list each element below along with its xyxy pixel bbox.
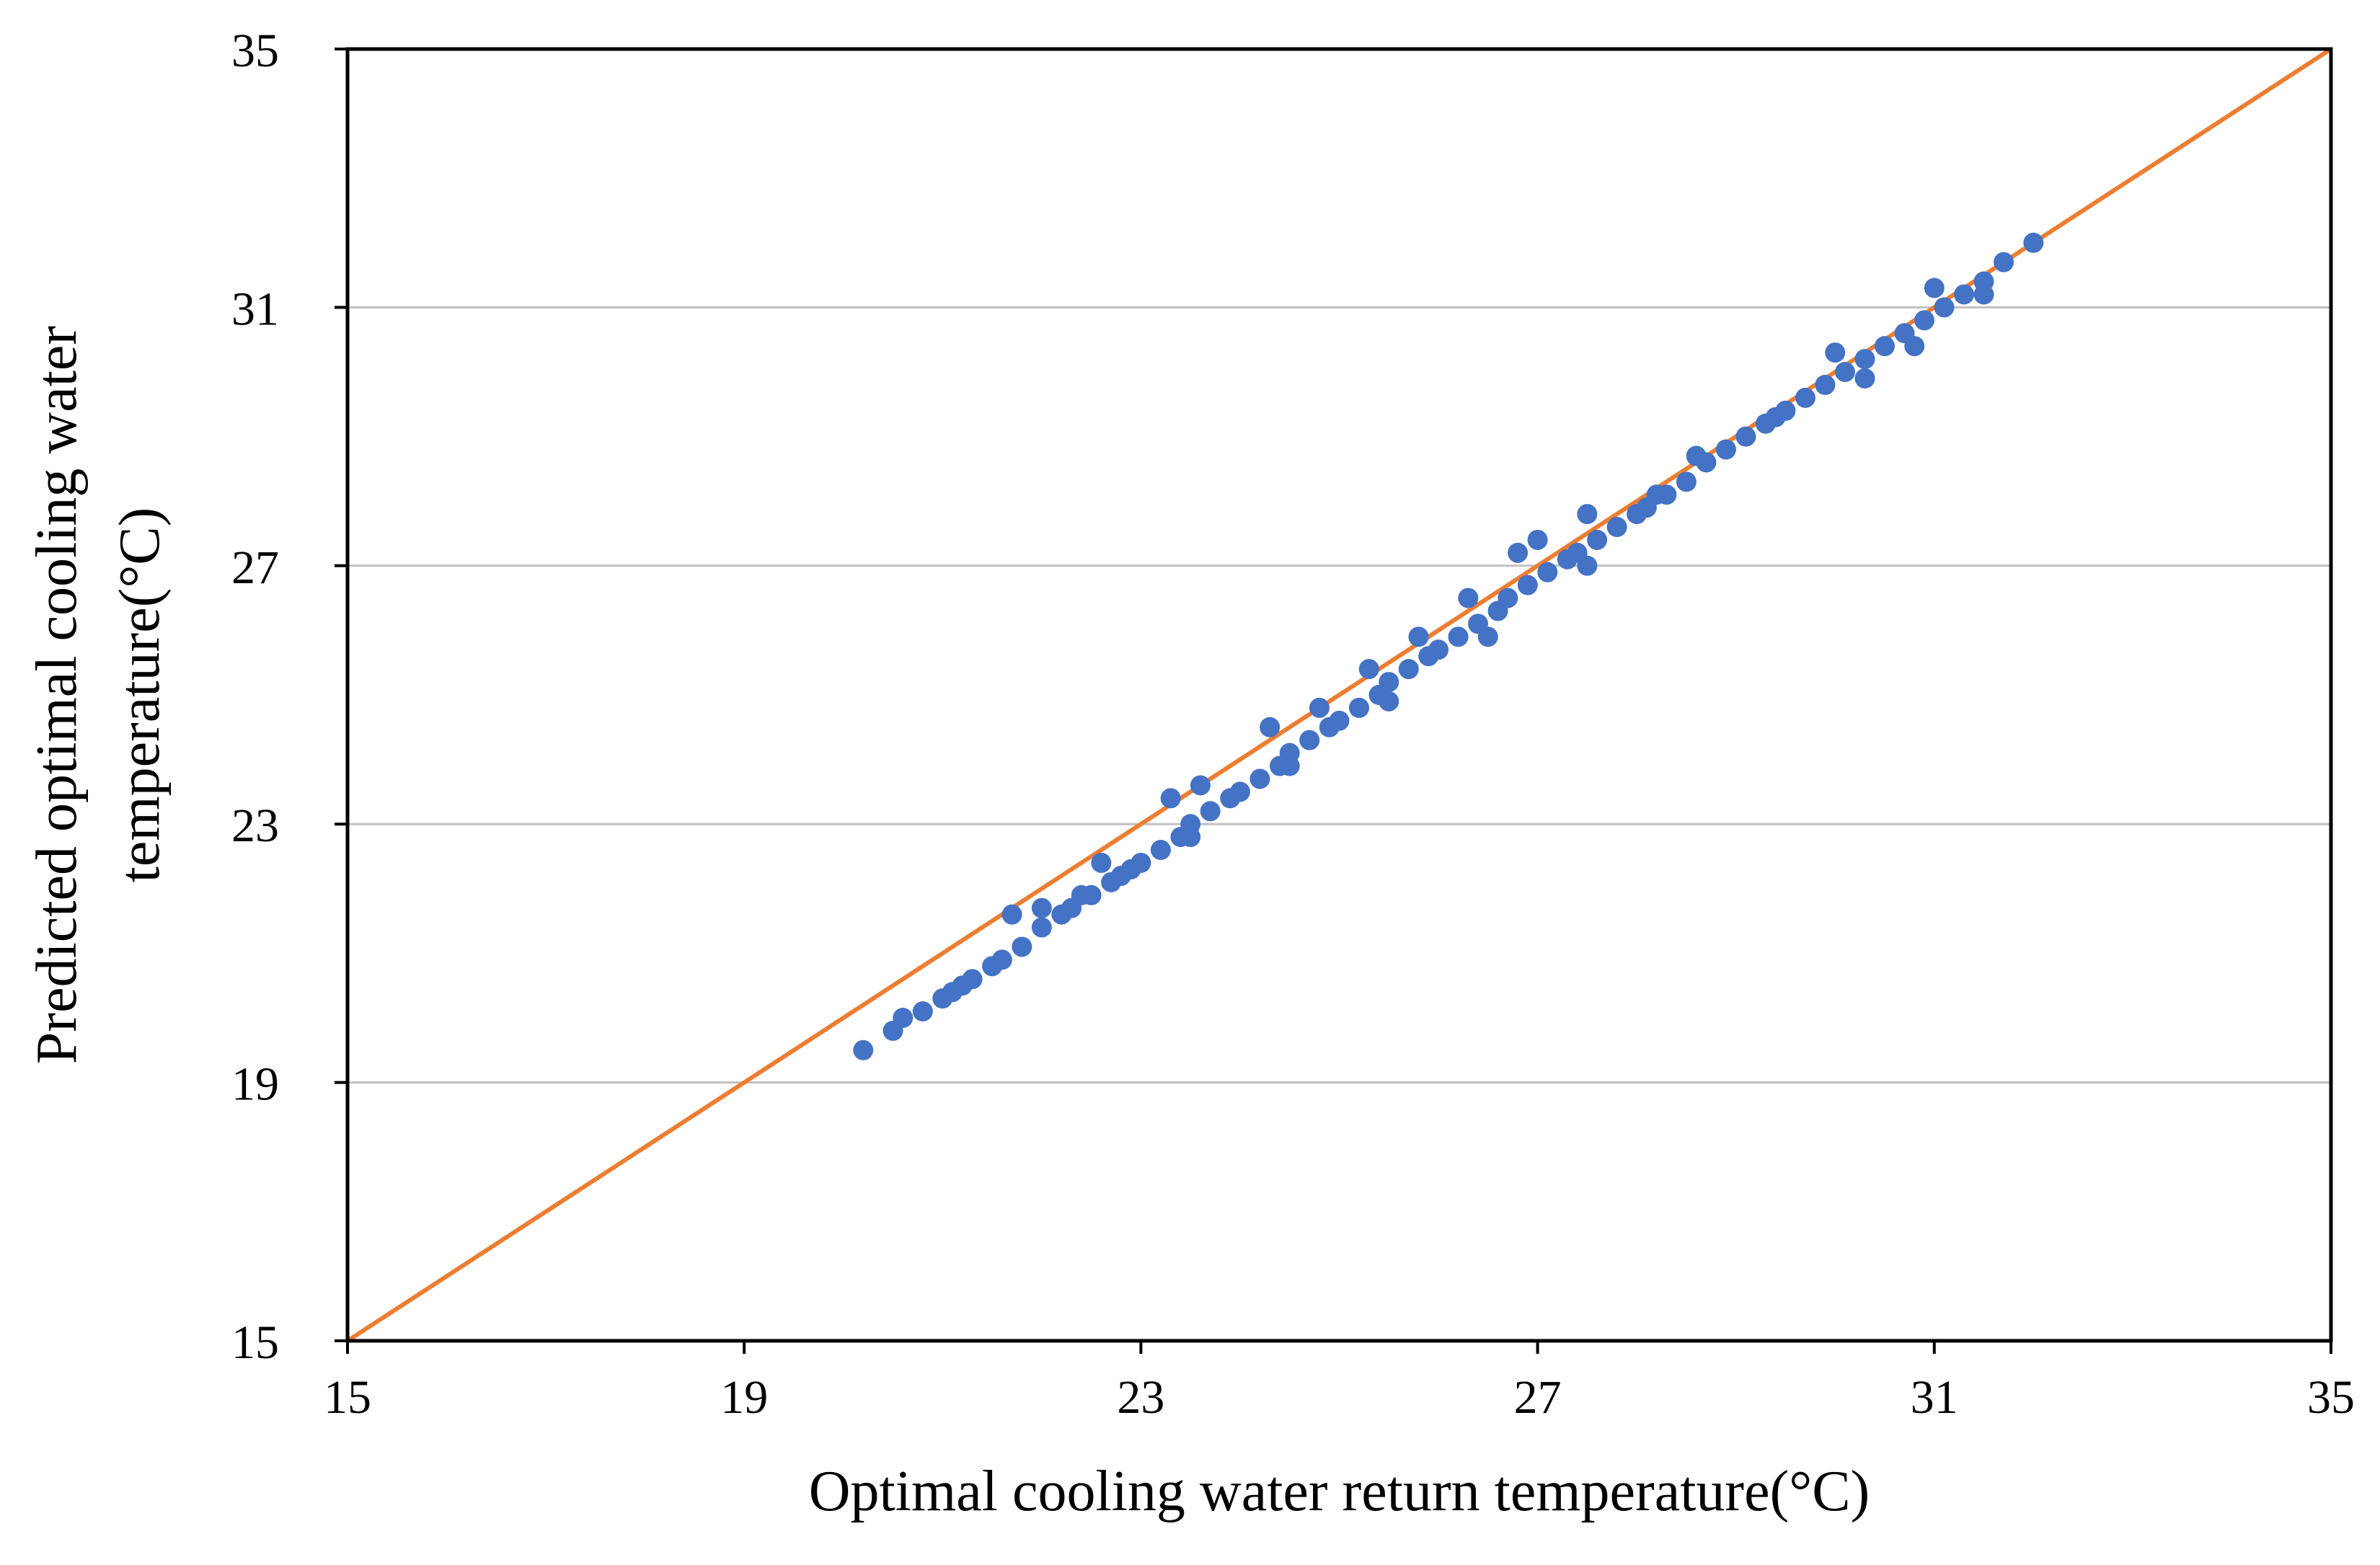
data-point xyxy=(1517,575,1538,595)
data-point xyxy=(1150,840,1171,861)
data-point xyxy=(1924,278,1945,298)
y-axis-title-line-2: temperature(°C) xyxy=(108,507,172,883)
data-point xyxy=(1379,672,1399,693)
data-point xyxy=(1190,775,1211,796)
data-point xyxy=(1735,426,1756,447)
data-point xyxy=(893,1008,913,1028)
data-point xyxy=(1477,626,1498,647)
data-point xyxy=(1012,936,1032,957)
y-tick-label: 15 xyxy=(231,1316,279,1369)
data-point xyxy=(1854,349,1875,370)
data-point xyxy=(1031,917,1052,938)
data-point xyxy=(952,975,973,996)
y-tick-label: 31 xyxy=(231,283,279,335)
data-point xyxy=(1795,387,1815,408)
data-point xyxy=(1031,897,1052,918)
y-axis-title-line-1: Predicted optimal cooling water xyxy=(25,326,89,1064)
data-point xyxy=(1309,697,1330,718)
y-tick-label: 35 xyxy=(231,25,279,77)
data-point xyxy=(1606,517,1627,538)
data-point xyxy=(1835,362,1856,382)
x-tick-label: 31 xyxy=(1911,1371,1958,1424)
x-tick-label: 19 xyxy=(720,1371,768,1424)
data-point xyxy=(1577,504,1598,525)
data-point xyxy=(1854,368,1875,389)
data-point xyxy=(1715,439,1736,460)
data-point xyxy=(1527,529,1548,550)
data-point xyxy=(1646,484,1667,505)
y-tick-label: 23 xyxy=(231,799,279,852)
data-point xyxy=(1408,626,1429,647)
data-point xyxy=(1458,588,1479,608)
data-point xyxy=(1091,852,1112,873)
data-point xyxy=(1398,659,1419,680)
x-tick-label: 35 xyxy=(2307,1371,2355,1424)
plot-area-frame xyxy=(345,47,2333,1343)
data-point xyxy=(1329,710,1350,731)
data-point xyxy=(1508,542,1529,563)
y-axis-tick-labels: 15 19 23 27 31 35 xyxy=(231,25,279,1369)
data-point xyxy=(1428,639,1449,660)
data-point xyxy=(1498,588,1518,608)
data-point xyxy=(1249,768,1270,789)
x-tick-label: 23 xyxy=(1117,1371,1164,1424)
x-tick-label: 27 xyxy=(1514,1371,1562,1424)
y-tick-label: 27 xyxy=(231,541,279,594)
x-tick-label: 15 xyxy=(324,1371,371,1424)
data-point xyxy=(1537,562,1558,582)
data-point xyxy=(1994,252,2014,272)
data-point xyxy=(1358,659,1379,680)
gridlines xyxy=(348,306,2331,1084)
data-point xyxy=(1676,471,1696,492)
data-point xyxy=(2023,232,2044,253)
data-point xyxy=(1954,284,1975,305)
data-point xyxy=(1071,885,1092,905)
data-point xyxy=(912,1001,933,1022)
x-axis-tick-labels: 15 19 23 27 31 35 xyxy=(324,1371,2355,1424)
data-points xyxy=(853,232,2044,1060)
data-point xyxy=(1577,555,1598,576)
data-point xyxy=(1914,310,1935,331)
data-point xyxy=(1825,342,1846,363)
data-point xyxy=(1934,297,1955,318)
data-point xyxy=(1131,852,1151,873)
data-point xyxy=(1904,336,1925,357)
data-point xyxy=(1160,788,1181,809)
tick-marks xyxy=(335,48,2332,1354)
data-point xyxy=(1875,336,1895,357)
data-point xyxy=(853,1039,874,1060)
data-point xyxy=(1001,904,1022,925)
data-point xyxy=(1448,626,1469,647)
data-point xyxy=(991,949,1012,970)
data-point xyxy=(1379,691,1399,711)
data-point xyxy=(1110,865,1131,886)
data-point xyxy=(1973,284,1994,305)
data-point xyxy=(1299,730,1320,750)
data-point xyxy=(1279,755,1300,776)
data-point xyxy=(1686,445,1707,466)
x-axis-title: Optimal cooling water return temperature… xyxy=(809,1460,1870,1523)
data-point xyxy=(1815,374,1836,395)
y-tick-label: 19 xyxy=(231,1058,279,1111)
data-point xyxy=(1180,827,1201,848)
data-point xyxy=(1229,781,1250,802)
data-point xyxy=(1349,697,1370,718)
data-point xyxy=(1587,529,1608,550)
data-point xyxy=(1260,717,1280,737)
data-point xyxy=(1765,407,1786,427)
data-point xyxy=(1200,801,1221,822)
